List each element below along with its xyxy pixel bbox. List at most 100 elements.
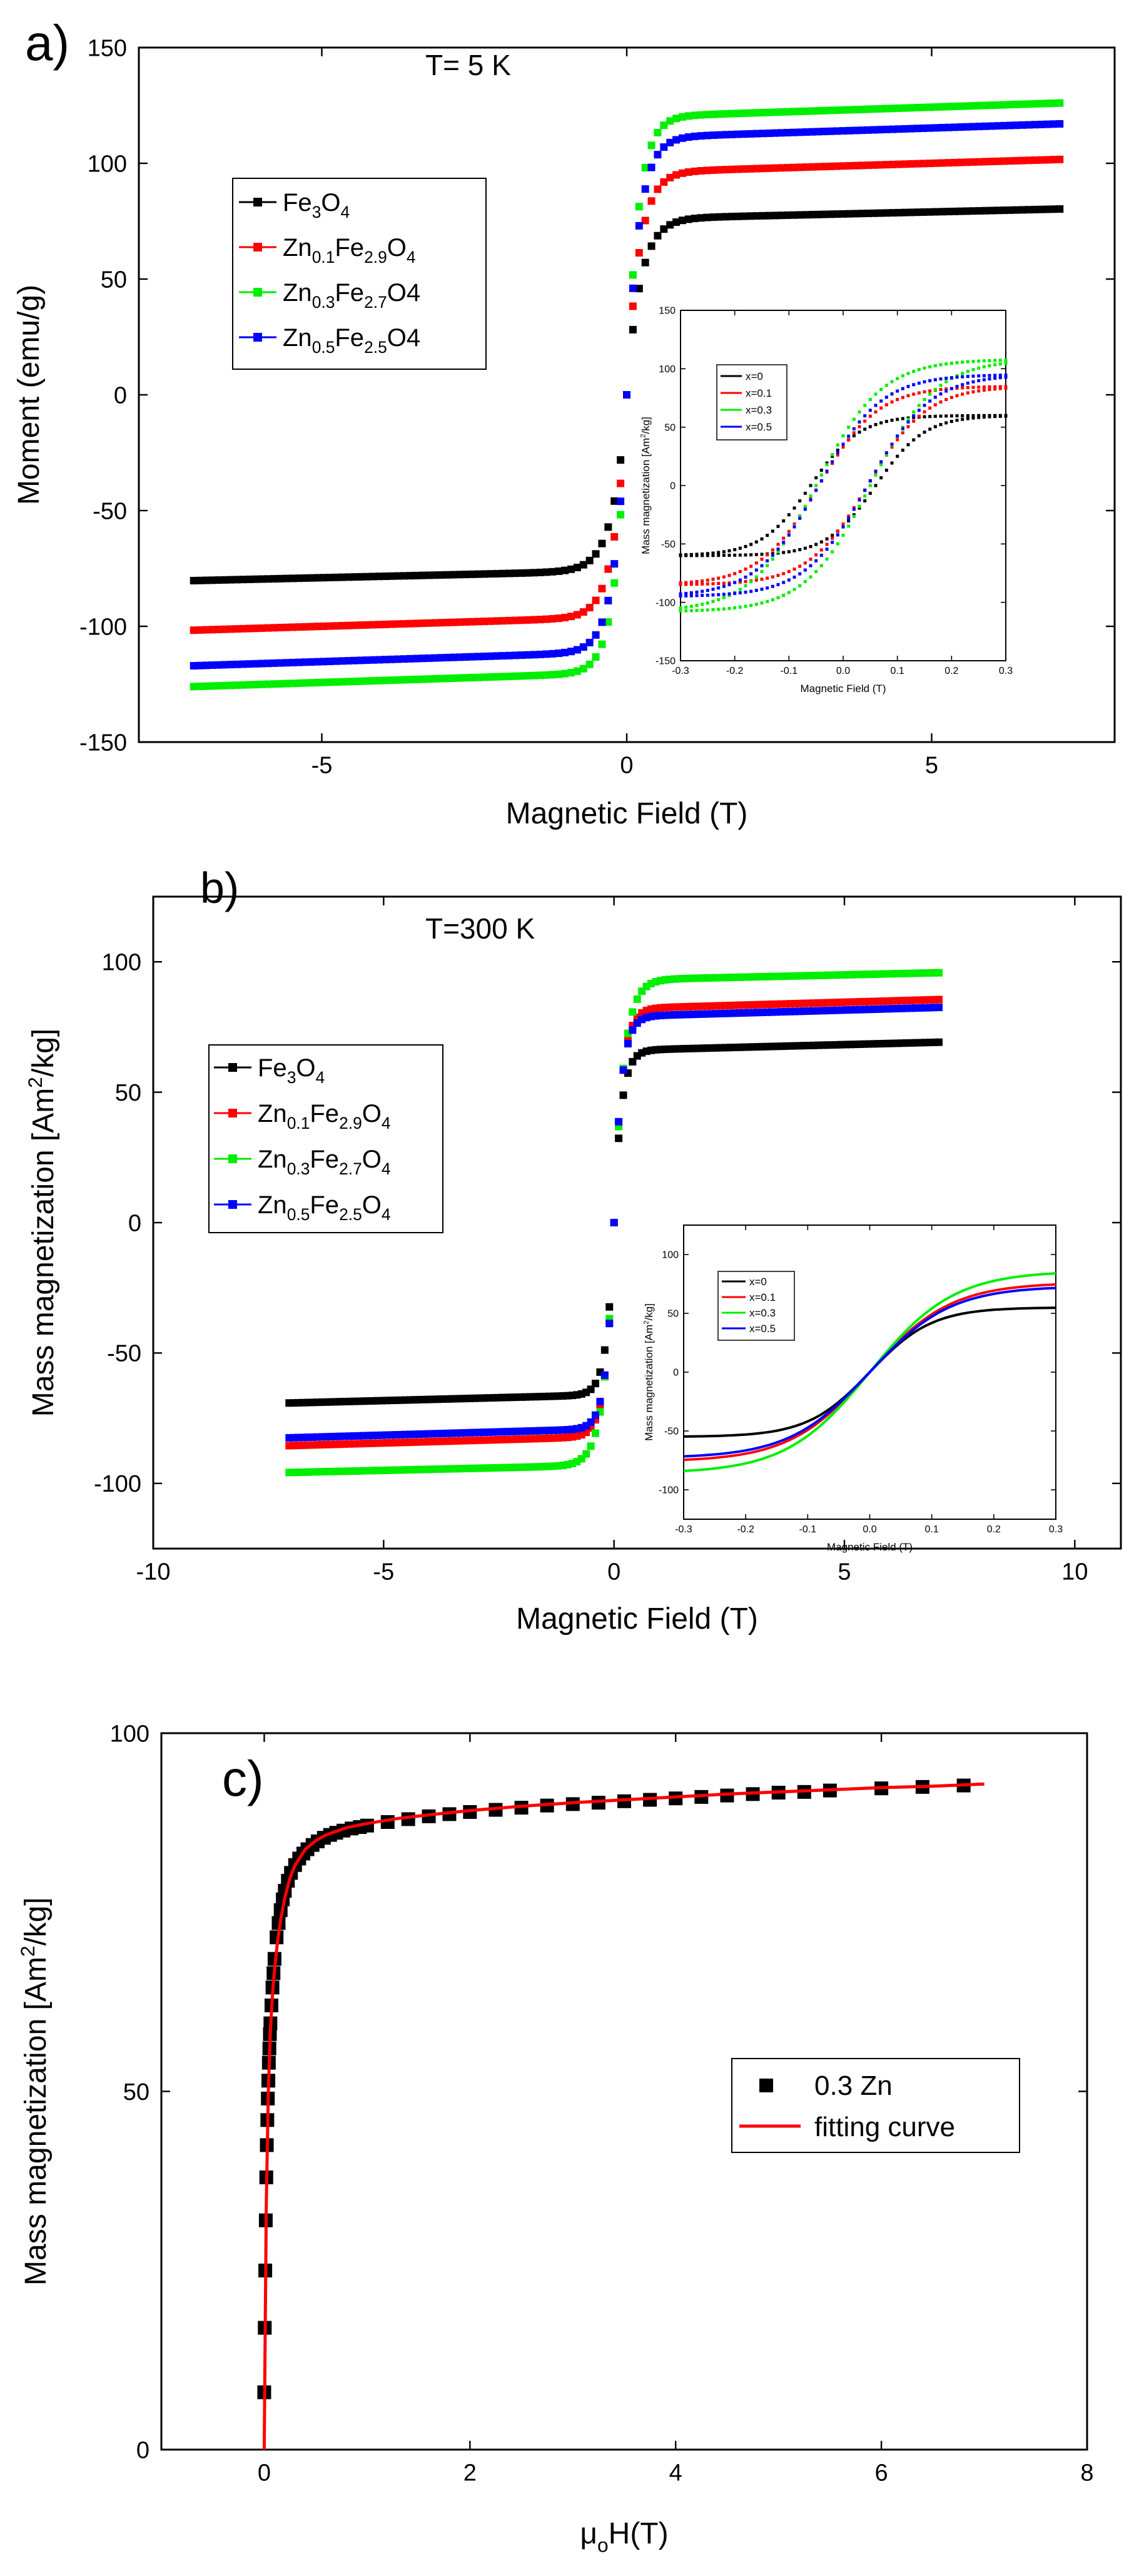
series-a-3-marker (425, 654, 433, 662)
series-a-1-marker (944, 159, 953, 167)
inset-a-2-marker-return (993, 363, 997, 367)
series-a-0-marker (802, 211, 810, 219)
inset-a-1-marker-return (825, 542, 829, 546)
series-a-2-marker (870, 105, 878, 113)
inset-a-2-marker-return (706, 608, 709, 612)
legend-b-entry-part: O (296, 1054, 315, 1082)
inset-a-0-marker-return (890, 461, 894, 465)
inset-a-1-marker-return (798, 564, 802, 568)
y-axis-label-part: 2 (640, 434, 647, 438)
series-a-1-marker (901, 160, 909, 168)
series-a-2-marker (382, 676, 390, 685)
inset-a-3-marker-return (933, 395, 937, 399)
inset-a-0-marker (966, 414, 970, 417)
x-tick-label: 0.2 (987, 1524, 1001, 1535)
inset-a-3-marker-return (858, 498, 861, 502)
series-a-0-marker (264, 575, 272, 583)
legend-c-entry: fitting curve (814, 2112, 955, 2142)
series-a-2-marker (493, 673, 501, 681)
series-a-0-marker (660, 225, 668, 233)
inset-a-2-marker-return (825, 557, 829, 561)
series-a-2-marker (295, 679, 303, 687)
series-a-1-marker (511, 616, 519, 624)
series-a-3-marker (536, 650, 544, 658)
legend-b-entry-part: 2.9 (339, 1114, 362, 1133)
inset-a-2-marker-return (771, 598, 774, 601)
series-a-1-marker (981, 158, 990, 166)
legend-a-entry-part: 4 (407, 248, 416, 267)
inset-a-0-marker (863, 427, 867, 431)
inset-a-2-marker (738, 588, 742, 591)
legend-b-entry-part: 3 (287, 1068, 296, 1087)
inset-a-1-marker (684, 581, 688, 584)
series-a-1-marker (190, 626, 198, 634)
series-a-1-marker (679, 169, 687, 177)
inset-a-0-marker-return (771, 552, 774, 556)
series-a-1-marker (808, 163, 816, 171)
series-a-3-marker (561, 648, 569, 656)
inset-a-2-marker (819, 473, 823, 477)
series-b-2-marker (591, 1429, 599, 1437)
series-a-2-marker (1043, 99, 1051, 108)
inset-a-2-marker (852, 417, 856, 421)
series-a-3-marker (641, 185, 649, 193)
series-a-1-marker (876, 161, 884, 169)
inset-a-0-marker (825, 461, 829, 465)
inset-a-2-marker-return (754, 603, 758, 606)
series-a-1-marker (288, 623, 296, 631)
series-a-3-marker (913, 125, 921, 133)
series-a-2-marker (1006, 101, 1015, 109)
series-a-2-marker (406, 676, 414, 684)
series-a-1-marker (258, 624, 266, 632)
inset-a-3-marker-return (738, 591, 742, 594)
inset-a-2-marker (966, 360, 970, 364)
inset-a-1-marker (727, 574, 731, 578)
inset-a-2-marker-return (988, 364, 991, 367)
series-a-0-marker (722, 213, 730, 221)
y-tick-label: 100 (102, 950, 141, 976)
inset-a-3-marker-return (906, 420, 910, 424)
series-a-0-marker (283, 574, 291, 583)
series-a-1-marker (474, 618, 482, 626)
series-a-3-marker (846, 126, 854, 135)
series-a-2-marker (1037, 99, 1045, 108)
inset-a-1-marker-return (955, 394, 959, 397)
series-a-0-marker (666, 221, 674, 229)
series-a-1-marker (759, 165, 767, 173)
series-a-3-marker (709, 131, 717, 140)
y-tick-label: -50 (107, 1341, 141, 1367)
inset-a-0-marker (923, 415, 926, 419)
series-a-2-marker (846, 106, 854, 114)
inset-a-3-marker-return (939, 392, 943, 396)
inset-a-3-marker-return (917, 409, 921, 412)
series-a-1-marker (202, 626, 210, 634)
series-a-2-marker (771, 108, 779, 116)
series-a-2-marker (549, 671, 557, 679)
inset-a-3-marker-return (998, 376, 1002, 380)
series-a-1-marker (839, 162, 848, 170)
series-b-2-marker (582, 1450, 590, 1458)
series-b-0-marker (619, 1091, 627, 1099)
series-a-3-marker (487, 652, 495, 660)
series-a-3-marker (629, 284, 637, 292)
series-a-1-marker (555, 614, 563, 623)
series-b-3-marker (605, 1320, 614, 1328)
inset-a-3-marker (776, 547, 780, 551)
series-a-1-marker (233, 625, 241, 633)
series-a-3-marker (530, 651, 538, 659)
inset-a-2-marker (766, 564, 769, 568)
inset-a-2-marker-return (977, 366, 981, 370)
series-a-1-marker (1000, 157, 1008, 165)
inset-a-1-marker (738, 569, 742, 573)
series-a-2-marker (573, 667, 581, 675)
inset-a-2-marker (901, 374, 904, 378)
series-a-2-marker (208, 682, 216, 690)
series-a-0-marker (320, 574, 328, 582)
inset-a-1-marker-return (1004, 386, 1008, 390)
series-a-0-marker (245, 575, 253, 583)
series-a-0-marker (907, 208, 915, 216)
inset-a-3-marker-return (949, 387, 953, 390)
inset-a-2-marker-return (749, 604, 753, 608)
series-a-0-marker (499, 569, 507, 578)
series-a-2-marker (907, 104, 915, 112)
